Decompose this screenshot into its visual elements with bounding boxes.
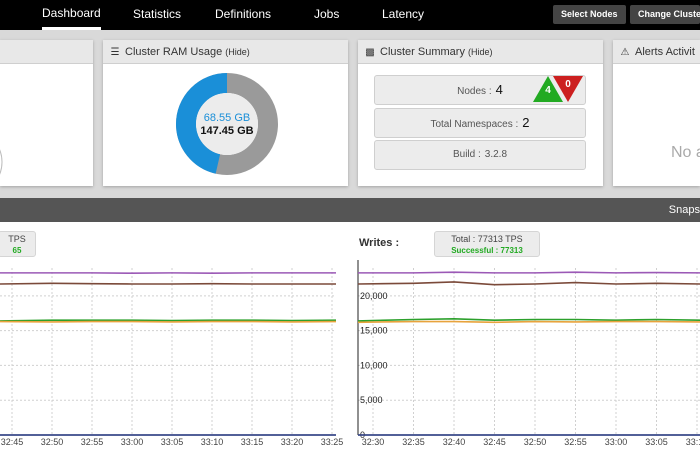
chart-1-x-tick: 32:50 bbox=[524, 437, 547, 447]
change-cluster-button[interactable]: Change Cluster bbox=[630, 5, 700, 24]
chart-1-x-tick: 33:05 bbox=[645, 437, 668, 447]
chart-0-x-tick: 32:45 bbox=[1, 437, 24, 447]
ram-panel: ☰ Cluster RAM Usage (Hide) 68.55 GB 147.45… bbox=[103, 40, 348, 186]
chart-0-series-line bbox=[0, 282, 336, 285]
chart-1-x-tick: 32:45 bbox=[483, 437, 506, 447]
top-nav: Dashboard Statistics Definitions Jobs La… bbox=[0, 0, 700, 30]
chart-1-series-line bbox=[357, 320, 700, 324]
chart-1-y-tick: 15,000 bbox=[360, 326, 388, 336]
chart-0-x-tick: 32:55 bbox=[81, 437, 104, 447]
chart-1-x-tick: 33:10 bbox=[686, 437, 700, 447]
stack-icon: ☰ bbox=[110, 47, 120, 58]
writes-total-box: Total : 77313 TPS Successful : 77313 bbox=[434, 231, 540, 257]
left-panel bbox=[0, 40, 93, 186]
clipboard-icon: ▩ bbox=[365, 47, 375, 58]
summary-panel-header: ▩ Cluster Summary (Hide) bbox=[358, 40, 603, 64]
chart-1-y-tick: 20,000 bbox=[360, 291, 388, 301]
tab-latency[interactable]: Latency bbox=[382, 7, 425, 21]
chart-0-x-tick: 33:10 bbox=[201, 437, 224, 447]
ram-title: Cluster RAM Usage bbox=[125, 46, 223, 58]
build-label: Build : bbox=[452, 149, 481, 160]
snapshot-label: Snaps bbox=[668, 204, 700, 216]
chart-1-y-tick: 5,000 bbox=[360, 395, 383, 405]
chart-1-series-line bbox=[357, 317, 700, 322]
tab-definitions[interactable]: Definitions bbox=[215, 7, 272, 21]
nodes-label: Nodes : bbox=[457, 86, 492, 97]
throughput-charts: TPS 65 Writes : Total : 77313 TPS Succes… bbox=[0, 222, 700, 460]
warning-icon: ⚠ bbox=[620, 47, 630, 58]
left-panel-header bbox=[0, 40, 93, 64]
chart-0-series-line bbox=[0, 319, 337, 322]
tab-statistics[interactable]: Statistics bbox=[133, 7, 182, 21]
chart-0-x-tick: 33:05 bbox=[161, 437, 184, 447]
ram-total-value: 147.45 GB bbox=[200, 125, 254, 137]
partial-donut-icon bbox=[0, 149, 3, 175]
select-nodes-button[interactable]: Select Nodes bbox=[553, 5, 626, 24]
chart-0-x-tick: 33:20 bbox=[281, 437, 304, 447]
chart-1-y-tick: 10,000 bbox=[360, 360, 388, 370]
chart-0-x-tick: 33:15 bbox=[241, 437, 264, 447]
ram-donut: 68.55 GB 147.45 GB bbox=[175, 72, 279, 176]
chart-0-x-tick: 33:25 bbox=[321, 437, 344, 447]
alerts-panel-header: ⚠ Alerts Activit bbox=[613, 40, 700, 64]
chart-0-x-tick: 33:00 bbox=[121, 437, 144, 447]
chart-1-x-tick: 32:40 bbox=[443, 437, 466, 447]
chart-1-series-line bbox=[358, 271, 700, 274]
namespaces-box: Total Namespaces :2 bbox=[374, 108, 586, 138]
ram-used-arc bbox=[176, 73, 278, 175]
chart-0-x-tick: 32:50 bbox=[41, 437, 64, 447]
ram-used-value: 68.55 GB bbox=[203, 112, 251, 124]
snapshot-bar: Snaps bbox=[0, 198, 700, 222]
tab-dashboard[interactable]: Dashboard bbox=[42, 0, 101, 30]
chart-1-x-tick: 32:35 bbox=[402, 437, 425, 447]
build-value: 3.2.8 bbox=[484, 149, 508, 160]
ram-hide-link[interactable]: (Hide) bbox=[225, 47, 250, 57]
writes-success-text: Successful : 77313 bbox=[451, 246, 523, 255]
summary-title: Cluster Summary bbox=[380, 46, 465, 58]
ram-panel-header: ☰ Cluster RAM Usage (Hide) bbox=[103, 40, 348, 64]
writes-title: Writes : bbox=[359, 237, 400, 249]
charts-svg: 32:45 32:50 32:55 33:00 33:05 33:10 33:15 33:20… bbox=[0, 260, 700, 447]
reads-total-box: TPS 65 bbox=[0, 231, 36, 257]
reads-success-text: 65 bbox=[12, 246, 22, 255]
alerts-panel: ⚠ Alerts Activit No a bbox=[613, 40, 700, 186]
tab-jobs[interactable]: Jobs bbox=[314, 7, 340, 21]
nodes-value: 4 bbox=[495, 82, 503, 97]
alerts-title: Alerts Activit bbox=[635, 46, 695, 58]
chart-1-series-line bbox=[357, 281, 700, 286]
nodes-down-count: 0 bbox=[565, 79, 571, 90]
chart-1-x-tick: 32:55 bbox=[564, 437, 587, 447]
summary-panel: ▩ Cluster Summary (Hide) Nodes :4 4 0 Tota… bbox=[358, 40, 603, 186]
reads-total-text: TPS bbox=[8, 234, 26, 244]
ram-donut-center bbox=[196, 93, 258, 155]
chart-1-x-tick: 33:00 bbox=[605, 437, 628, 447]
writes-total-text: Total : 77313 TPS bbox=[451, 234, 523, 244]
nodes-box: Nodes :4 4 0 bbox=[374, 75, 586, 105]
namespaces-label: Total Namespaces : bbox=[430, 119, 519, 130]
alerts-empty-text: No a bbox=[671, 144, 700, 161]
nodes-down-icon bbox=[553, 76, 583, 102]
nodes-up-count: 4 bbox=[545, 85, 551, 96]
build-box: Build :3.2.8 bbox=[374, 140, 586, 170]
namespaces-value: 2 bbox=[522, 115, 530, 130]
summary-hide-link[interactable]: (Hide) bbox=[467, 47, 493, 57]
chart-1-x-tick: 32:30 bbox=[362, 437, 385, 447]
